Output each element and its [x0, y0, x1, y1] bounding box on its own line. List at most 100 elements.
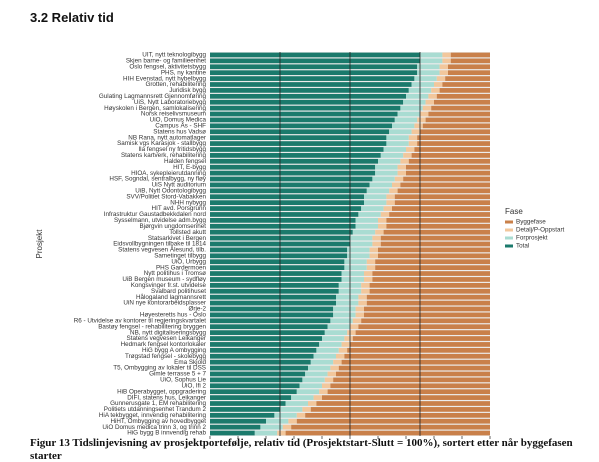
y-tick-label: Bjørgvin ungdomsenhet — [139, 223, 206, 230]
y-tick-label: R6 - Utvidelse av kontorer til regjering… — [74, 317, 207, 324]
bar-segment — [372, 235, 381, 241]
bar-segment — [439, 64, 448, 70]
bar-segment — [333, 306, 356, 312]
bar-segment — [344, 259, 367, 265]
bar-segment — [378, 223, 387, 229]
y-tick-label: PHS, ny kantine — [161, 69, 207, 76]
bar-segment — [210, 253, 348, 259]
bar-segment — [277, 430, 286, 436]
y-tick-label: Sysselmann, utvidelse adm.bygg — [114, 217, 207, 224]
bar-segment — [210, 407, 280, 412]
bar-segment — [350, 241, 373, 247]
bar-segment — [375, 229, 384, 235]
bar-segment — [347, 347, 490, 353]
y-tick-label: Bastøy fengsel - rehabilitering bryggen — [98, 323, 206, 330]
bar-segment — [364, 312, 490, 318]
bar-segment — [210, 318, 331, 324]
y-tick-label: Grotten, rehabilitering — [145, 81, 206, 88]
legend-label: Detalj/P-Oppstart — [516, 227, 565, 234]
bar-segment — [448, 70, 490, 76]
bar-segment — [394, 176, 404, 182]
bar-segment — [210, 300, 336, 306]
bar-segment — [450, 52, 490, 58]
y-tick-label: UiO, Urbygg — [171, 258, 206, 265]
bar-segment — [369, 288, 490, 294]
y-tick-label: UIT, nytt teknologibygg — [142, 52, 206, 59]
bar-segment — [406, 147, 415, 152]
legend-swatch — [505, 236, 513, 240]
bar-segment — [210, 147, 384, 152]
y-tick-label: Politiets utdanningsenhet Trandum 2 — [104, 406, 207, 413]
y-tick-label: Ørje-2 — [189, 306, 207, 313]
bar-segment — [338, 365, 490, 371]
bar-segment — [210, 383, 300, 389]
bar-segment — [436, 93, 490, 99]
y-tick-label: NB Rana, nytt automatlager — [128, 134, 206, 141]
bar-segment — [400, 105, 423, 111]
bar-segment — [355, 312, 364, 318]
bar-segment — [310, 407, 490, 412]
bar-segment — [210, 182, 370, 188]
bar-segment — [341, 359, 490, 365]
bar-segment — [372, 176, 395, 182]
bar-segment — [274, 412, 297, 418]
y-tick-label: Ila fengsel ny fritidsbygg — [138, 146, 206, 153]
bar-segment — [442, 58, 451, 64]
bar-segment — [260, 424, 283, 430]
bar-segment — [369, 247, 378, 253]
y-tick-label: Eidsvollbygningen tilbake til 1814 — [113, 241, 206, 248]
bar-segment — [210, 412, 275, 418]
bar-segment — [210, 294, 336, 300]
bar-segment — [210, 218, 356, 223]
bar-segment — [296, 412, 306, 418]
bar-segment — [347, 247, 370, 253]
bar-segment — [389, 129, 412, 135]
bar-segment — [425, 99, 434, 105]
bar-segment — [408, 135, 418, 141]
bar-segment — [400, 158, 409, 164]
bar-segment — [338, 347, 348, 353]
bar-segment — [394, 117, 418, 123]
bar-segment — [210, 223, 356, 229]
bar-segment — [210, 153, 381, 158]
bar-segment — [431, 88, 440, 93]
bar-segment — [210, 111, 398, 117]
bar-segment — [364, 306, 490, 312]
bar-segment — [361, 288, 370, 294]
y-tick-label: PHS Gardermoen — [156, 264, 207, 271]
bar-segment — [380, 241, 490, 247]
bar-segment — [414, 147, 490, 152]
y-tick-label: Hedmark fengsel kontorlokaler — [121, 341, 206, 348]
bar-segment — [403, 176, 490, 182]
bar-segment — [350, 324, 359, 330]
bar-segment — [330, 365, 339, 371]
bar-segment — [417, 64, 440, 70]
y-tick-label: Gunnerusgate 1, EM rehabilitering — [110, 400, 206, 407]
bar-segment — [210, 212, 359, 217]
y-tick-label: Norsk reiselivsmuseum — [141, 111, 206, 118]
bar-segment — [383, 229, 490, 235]
y-tick-label: Infrastruktur Gaustadbekkdalen nord — [104, 211, 207, 218]
y-tick-label: HIT, E-bygg — [173, 164, 206, 171]
bar-segment — [210, 82, 412, 87]
bar-segment — [210, 342, 320, 347]
bar-segment — [333, 377, 490, 383]
bar-segment — [327, 324, 350, 330]
y-tick-label: NHH nybygg — [170, 199, 206, 206]
bar-segment — [392, 206, 490, 211]
bar-segment — [291, 424, 490, 430]
bar-segment — [422, 123, 490, 129]
y-tick-label: HiB Operabygget, oppgradering — [117, 388, 206, 395]
bar-segment — [392, 182, 401, 188]
bar-segment — [344, 353, 490, 359]
bar-segment — [210, 135, 387, 141]
bar-segment — [322, 395, 490, 400]
bar-segment — [282, 424, 292, 430]
y-tick-label: HIT avd. Porsgrunn — [152, 205, 207, 212]
bar-segment — [210, 371, 306, 377]
bar-segment — [442, 82, 490, 87]
bar-segment — [420, 111, 429, 117]
bar-segment — [210, 194, 364, 200]
bar-segment — [319, 389, 328, 395]
y-tick-label: Statens kartverk, rehabilitering — [121, 152, 207, 159]
